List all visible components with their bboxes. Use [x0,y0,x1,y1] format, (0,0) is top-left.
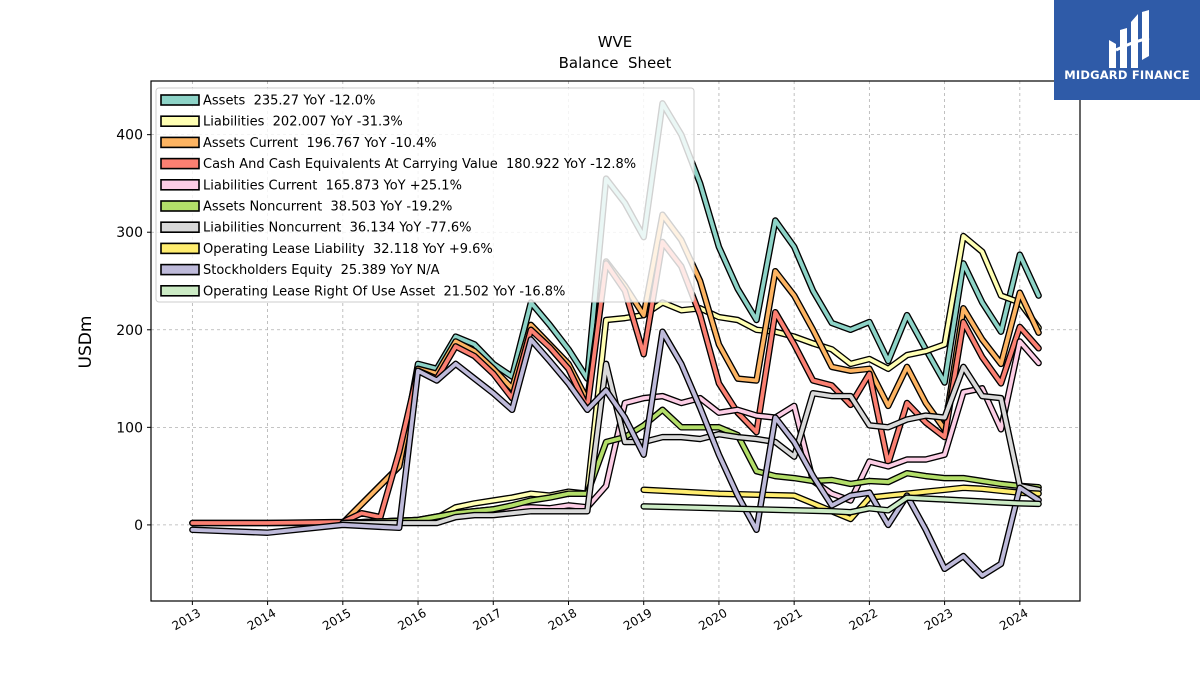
legend-swatch [160,242,200,255]
series-line-stroke [340,212,1041,525]
brand-logo: MIDGARD FINANCE [1054,0,1200,100]
legend-entry: Liabilities 202.007 YoY -31.3% [203,115,403,130]
legend-entry: Operating Lease Liability 32.118 YoY +9.… [203,242,493,257]
chart-title: WVE [598,33,633,51]
y-tick-label: 0 [134,518,143,534]
legend-swatch [160,263,200,276]
x-tick-label: 2024 [997,606,1030,633]
x-tick-label: 2019 [621,606,654,633]
x-tick-label: 2014 [245,606,278,633]
y-tick-label: 300 [116,225,143,241]
y-tick-label: 200 [116,323,143,339]
y-axis-label: USDm [76,316,96,369]
legend-swatch [160,136,200,149]
series-line-5 [339,338,1042,527]
x-tick-label: 2015 [320,606,353,633]
brand-mark-icon [1109,10,1150,68]
y-tick-label: 400 [116,128,143,144]
legend-box [155,87,695,303]
x-tick-label: 2023 [922,606,955,633]
x-tick-label: 2020 [696,606,729,633]
legend-entry: Operating Lease Right Of Use Asset 21.50… [203,284,565,299]
x-tick-label: 2021 [771,606,804,633]
series-line-8 [640,484,1042,523]
legend: Assets 235.27 YoY -12.0% Liabilities 202.… [155,87,695,303]
series-line-2 [339,232,1042,527]
legend-entry: Stockholders Equity 25.389 YoY N/A [203,263,440,278]
axes-frame [150,80,1081,602]
legend-swatch [160,221,200,233]
x-tick-label: 2018 [546,606,579,633]
legend-entry: Cash And Cash Equivalents At Carrying Va… [203,157,636,172]
series-line-3 [339,211,1042,527]
chart-subtitle: Balance Sheet [559,54,672,72]
x-tick-label: 2013 [170,606,203,633]
x-tick-label: 2017 [471,606,504,633]
legend-entry: Assets Noncurrent 38.503 YoY -19.2% [203,200,452,215]
series-line-10 [640,494,1042,516]
series-line-stroke [340,234,1041,525]
series-line-stroke [641,485,1041,521]
legend-swatch [160,157,200,170]
legend-entry: Liabilities Current 165.873 YoY +25.1% [203,178,462,193]
legend-swatch [160,94,200,106]
y-tick-label: 100 [116,420,143,436]
legend-swatch [160,115,200,127]
series-line-stroke [340,339,1041,525]
legend-entry: Assets 235.27 YoY -12.0% [203,94,375,109]
x-tick-label: 2022 [847,606,880,633]
series-line-stroke [641,495,1041,515]
legend-swatch [160,200,200,212]
series-line-9 [189,328,1042,579]
x-tick-label: 2016 [395,606,428,633]
legend-swatch [160,179,200,191]
legend-swatch [160,284,200,297]
legend-entry: Assets Current 196.767 YoY -10.4% [203,136,437,151]
series-line-stroke [190,329,1041,578]
legend-entry: Liabilities Noncurrent 36.134 YoY -77.6% [203,221,471,236]
brand-name: MIDGARD FINANCE [1064,68,1190,82]
